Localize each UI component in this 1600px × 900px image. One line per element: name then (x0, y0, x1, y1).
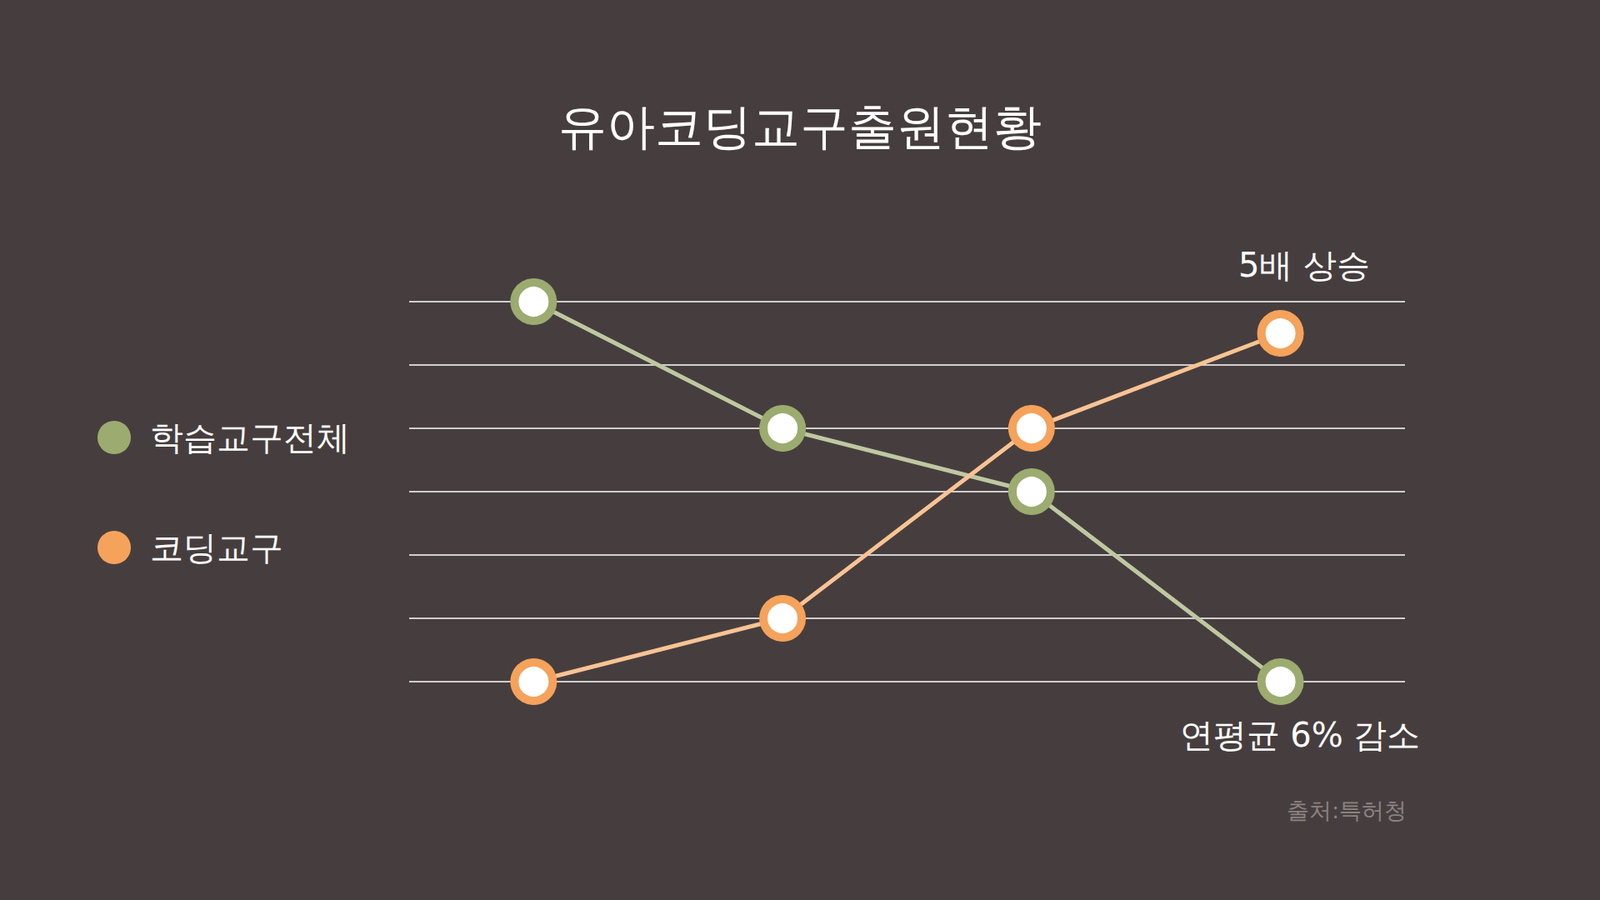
svg-text:5배 상승: 5배 상승 (1238, 245, 1370, 285)
svg-text:유아코딩교구출원현황: 유아코딩교구출원현황 (558, 98, 1042, 155)
svg-text:연평균 6% 감소: 연평균 6% 감소 (1180, 715, 1421, 755)
svg-text:출처:특허청: 출처:특허청 (1286, 797, 1407, 824)
svg-text:코딩교구: 코딩교구 (150, 528, 284, 567)
svg-text:학습교구전체: 학습교구전체 (150, 418, 350, 457)
